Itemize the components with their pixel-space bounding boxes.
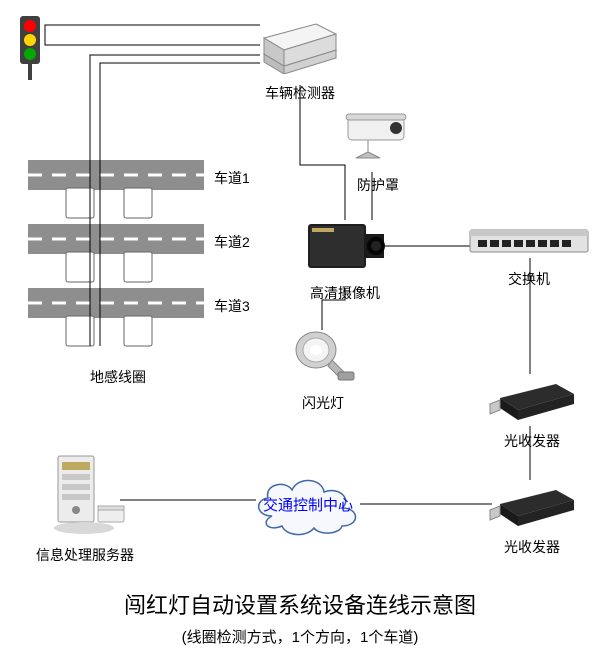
lane1-label: 车道1 — [214, 168, 250, 188]
diagram-title: 闯红灯自动设置系统设备连线示意图 (线圈检测方式，1个方向，1个车道) — [0, 588, 600, 647]
server-icon: 信息处理服务器 — [36, 450, 134, 565]
title-main: 闯红灯自动设置系统设备连线示意图 — [0, 588, 600, 620]
lane2-label: 车道2 — [214, 232, 250, 252]
vehicle-detector-icon: 车辆检测器 — [260, 18, 340, 103]
protective-cover-icon: 防护罩 — [338, 106, 418, 195]
hd-camera-label: 高清摄像机 — [302, 283, 388, 303]
hd-camera-icon: 高清摄像机 — [302, 216, 388, 303]
control-center-label: 交通控制中心 — [248, 494, 368, 515]
flash-icon: 闪光灯 — [288, 326, 358, 413]
server-label: 信息处理服务器 — [36, 545, 134, 565]
traffic-light-icon — [16, 16, 44, 85]
switch-label: 交换机 — [468, 269, 590, 289]
optical-transceiver-1-label: 光收发器 — [486, 431, 578, 451]
optical-transceiver-2-label: 光收发器 — [486, 537, 578, 557]
lane3-label: 车道3 — [214, 296, 250, 316]
diagram-canvas: 车辆检测器 防护罩 高清摄像机 — [0, 0, 600, 651]
switch-icon: 交换机 — [468, 220, 590, 289]
loop-coils-block: 地感线圈 — [28, 150, 208, 387]
loop-coils-label: 地感线圈 — [28, 367, 208, 387]
title-sub: (线圈检测方式，1个方向，1个车道) — [0, 626, 600, 647]
control-center-cloud: 交通控制中心 — [248, 470, 368, 541]
flash-label: 闪光灯 — [288, 393, 358, 413]
optical-transceiver-1-icon: 光收发器 — [486, 370, 578, 451]
vehicle-detector-label: 车辆检测器 — [260, 83, 340, 103]
optical-transceiver-2-icon: 光收发器 — [486, 476, 578, 557]
protective-cover-label: 防护罩 — [338, 175, 418, 195]
